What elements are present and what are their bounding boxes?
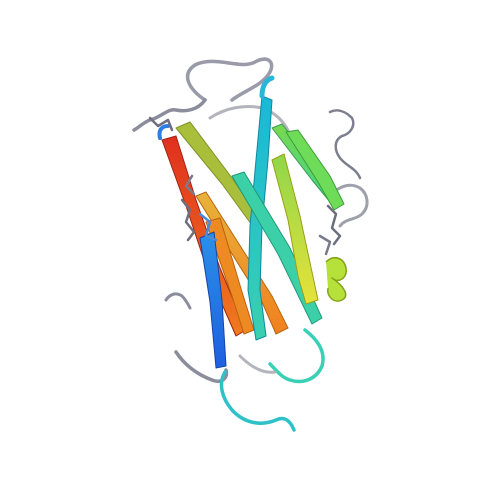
loop-bottom-left [174,350,229,383]
sidechain-left-3 [198,212,218,242]
beta-strands-front [157,75,347,369]
strand-teal [231,171,323,325]
strand-green [285,129,345,211]
loop-bottom-right [268,328,325,384]
loop-right-side [328,183,369,228]
sidechain-left-1 [180,198,196,242]
coil-loops-back [132,57,369,432]
loop-cyan-top [259,75,275,99]
sidechain-right-2 [318,234,332,256]
strand-blue [199,231,227,369]
loop-top-left [132,98,207,132]
loop-left-small [164,292,192,310]
loop-bottom [219,370,296,432]
loop-right-upper [328,109,362,180]
loop-top [185,57,274,102]
sidechain-right-1 [326,204,342,246]
strand-lime [271,153,319,305]
loop-bottom-mid [238,354,277,374]
helix-lime [325,257,347,302]
side-chains [148,116,342,256]
sidechain-left-2 [184,174,196,196]
loop-blue-top [157,124,170,140]
sidechain-upper-left [148,116,174,132]
